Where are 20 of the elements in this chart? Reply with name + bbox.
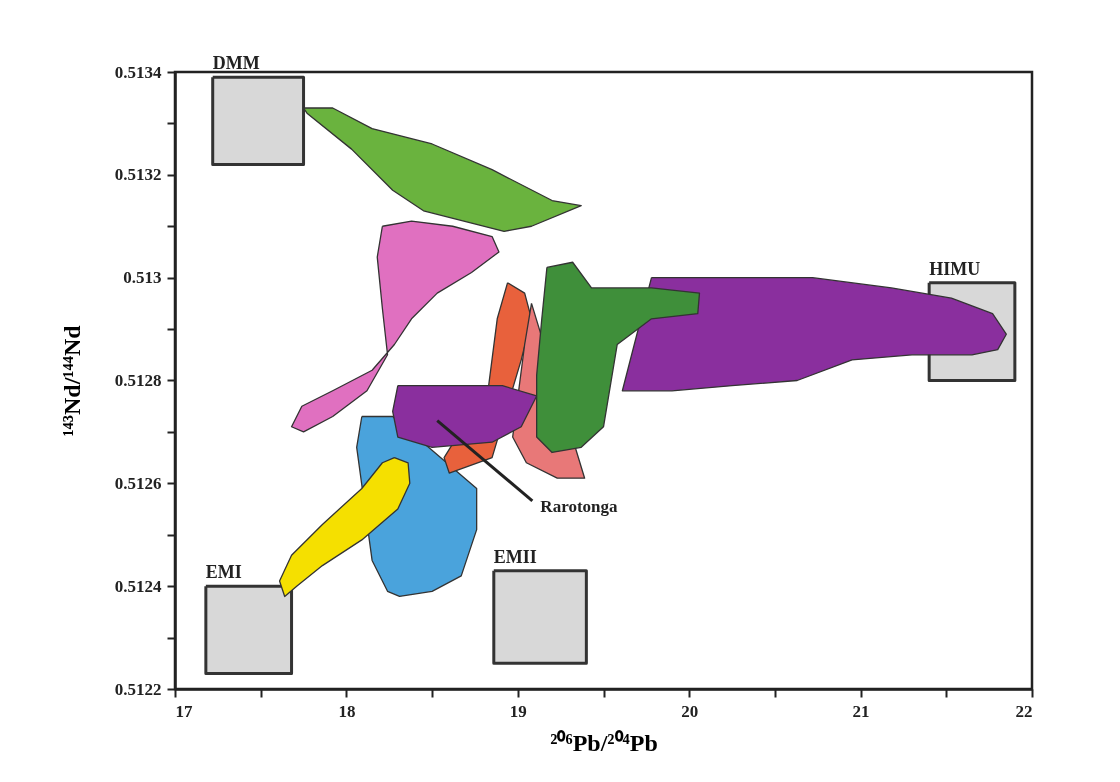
y-tick-label: 0.513 <box>123 268 162 288</box>
series-label: EMII <box>493 546 537 567</box>
annotation: Rarotonga <box>540 496 618 516</box>
series-label: EMI <box>205 562 242 583</box>
x-tick-label: 17 <box>175 701 193 721</box>
x-tick-label: 22 <box>1015 701 1033 721</box>
y-tick-label: 0.5126 <box>114 473 162 493</box>
y-tick-label: 0.5128 <box>114 371 162 390</box>
x-tick-label: 18 <box>338 701 356 721</box>
y-tick-label: 0.5134 <box>114 62 162 82</box>
y-axis-title: ¹⁴³Nd/¹⁴⁴Nd <box>58 324 85 437</box>
y-tick-label: 0.5122 <box>114 679 162 699</box>
series-label: HIMU <box>929 258 981 279</box>
series-label: DMM <box>212 53 260 74</box>
x-axis-title: ²⁰⁶Pb/²⁰⁴Pb <box>550 729 658 756</box>
x-tick-label: 21 <box>852 701 870 721</box>
x-tick-label: 20 <box>681 701 699 721</box>
y-tick-label: 0.5132 <box>114 165 162 185</box>
y-tick-label: 0.5124 <box>114 576 162 596</box>
x-tick-label: 19 <box>509 701 527 721</box>
